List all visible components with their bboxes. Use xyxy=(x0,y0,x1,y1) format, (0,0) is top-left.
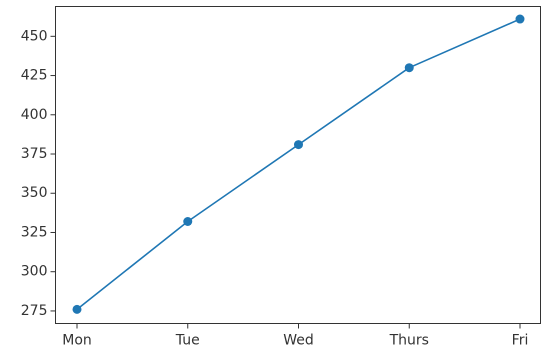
data-point-wed xyxy=(294,140,303,150)
x-tick-label-tue: Tue xyxy=(175,333,200,349)
y-tick-label-425: 425 xyxy=(21,68,48,84)
data-point-mon xyxy=(72,304,82,314)
x-tick-label-mon: Mon xyxy=(62,333,92,349)
data-point-thurs xyxy=(404,63,414,73)
data-point-fri xyxy=(515,14,525,24)
y-axis: 275 300 325 350 375 400 425 450 xyxy=(21,28,56,319)
x-tick-label-thurs: Thurs xyxy=(389,333,429,349)
series-layer xyxy=(72,14,525,314)
y-tick-label-350: 350 xyxy=(21,185,48,201)
y-tick-label-450: 450 xyxy=(21,28,48,44)
x-axis: Mon Tue Wed Thurs Fri xyxy=(62,323,529,349)
x-tick-label-fri: Fri xyxy=(512,333,529,349)
data-point-tue xyxy=(183,216,193,226)
y-tick-label-375: 375 xyxy=(21,146,48,162)
x-tick-label-wed: Wed xyxy=(283,333,314,349)
y-tick-label-400: 400 xyxy=(21,107,48,123)
y-tick-label-300: 300 xyxy=(21,264,48,280)
y-tick-label-325: 325 xyxy=(21,224,48,240)
y-tick-label-275: 275 xyxy=(21,303,48,319)
plot-frame xyxy=(55,6,541,324)
series-line-0 xyxy=(76,18,521,311)
